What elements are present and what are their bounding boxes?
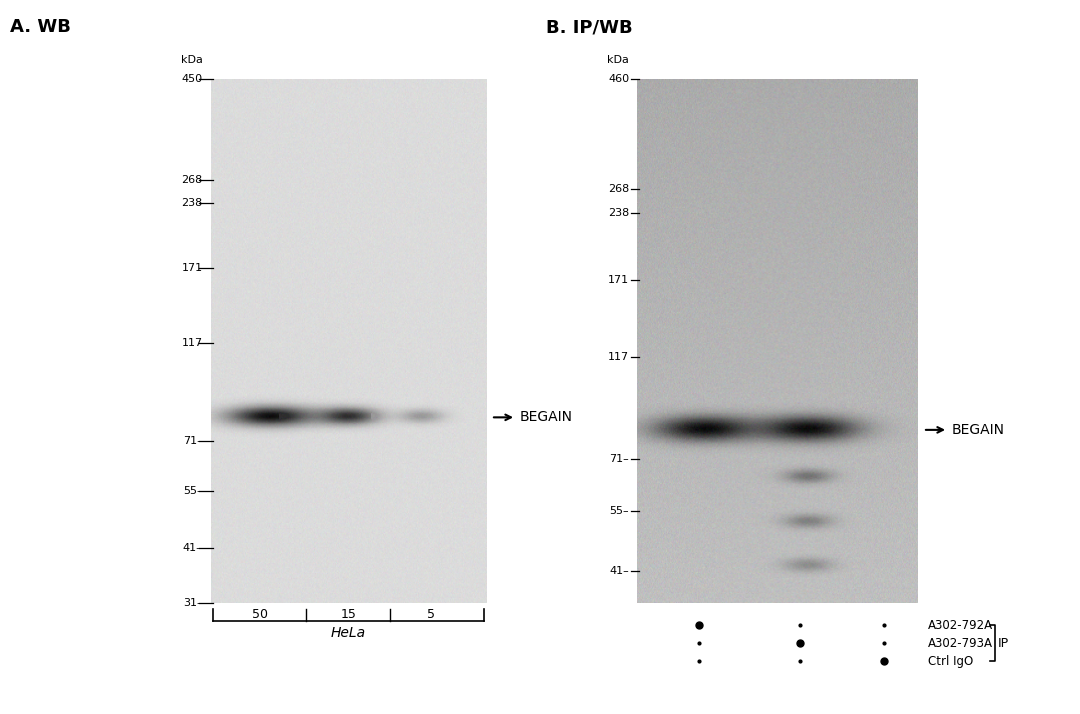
Text: HeLa: HeLa — [330, 626, 366, 640]
Text: 117: 117 — [181, 338, 203, 348]
Text: IP: IP — [998, 637, 1009, 650]
Text: 238: 238 — [608, 208, 630, 218]
Text: Ctrl IgO: Ctrl IgO — [928, 655, 973, 668]
Text: A. WB: A. WB — [10, 18, 71, 36]
Text: 71–: 71– — [183, 436, 203, 446]
Text: BEGAIN: BEGAIN — [519, 411, 573, 424]
Text: 238: 238 — [181, 198, 203, 208]
Text: 55–: 55– — [183, 486, 203, 496]
Text: 50: 50 — [252, 608, 268, 621]
Text: 450: 450 — [181, 74, 203, 84]
Text: kDa: kDa — [607, 54, 630, 64]
Text: 171: 171 — [608, 275, 630, 285]
Text: BEGAIN: BEGAIN — [951, 423, 1005, 437]
Text: 55–: 55– — [609, 506, 630, 516]
Text: 171: 171 — [181, 263, 203, 273]
Text: 5: 5 — [427, 608, 435, 621]
Text: 41–: 41– — [183, 543, 203, 553]
Text: A302-793A: A302-793A — [928, 637, 993, 650]
Text: 268: 268 — [608, 183, 630, 193]
Text: kDa: kDa — [180, 54, 203, 64]
Text: 117: 117 — [608, 353, 630, 363]
Text: 15: 15 — [340, 608, 356, 621]
Text: 460: 460 — [608, 74, 630, 84]
Text: 41–: 41– — [609, 566, 630, 576]
Text: 31–: 31– — [183, 598, 203, 608]
Text: B. IP/WB: B. IP/WB — [546, 18, 633, 36]
Text: 71–: 71– — [609, 454, 630, 464]
Text: 268: 268 — [181, 175, 203, 185]
Text: A302-792A: A302-792A — [928, 619, 994, 632]
